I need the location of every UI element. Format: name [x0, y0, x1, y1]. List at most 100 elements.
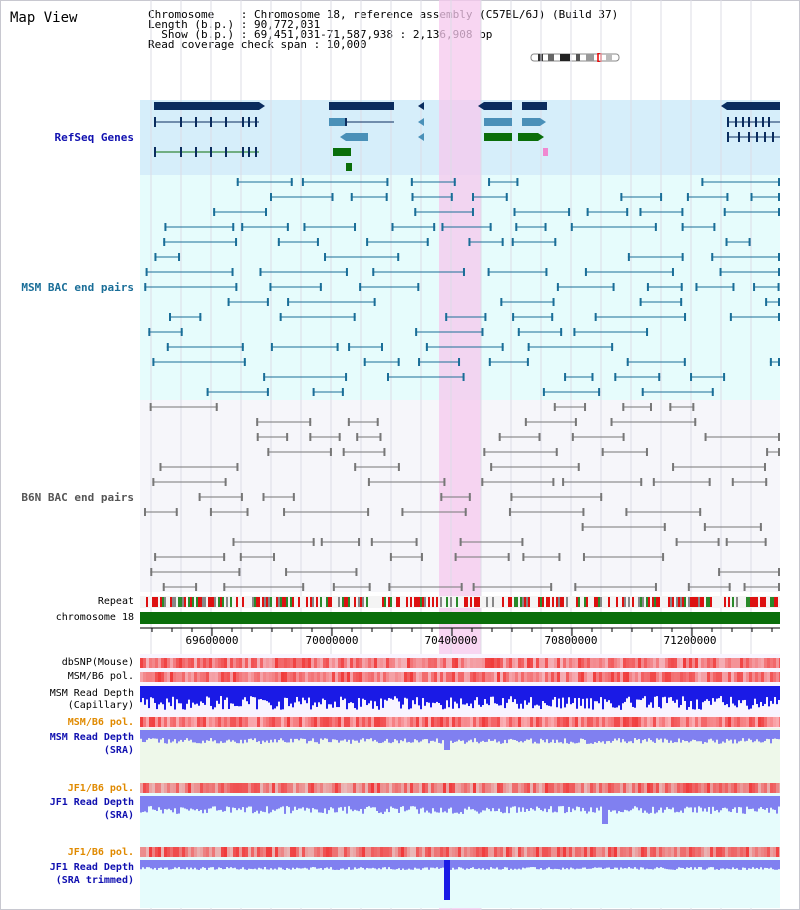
- gene-arrow: [478, 102, 484, 110]
- chromosome-bar[interactable]: [140, 612, 780, 624]
- msm-bac-pair-end: [777, 283, 780, 291]
- msm-bac-pair-end: [453, 178, 456, 186]
- msm-b6-pol2-track[interactable]: [140, 717, 780, 727]
- depth-bar: [566, 730, 568, 744]
- heat-cell: [194, 672, 197, 682]
- depth-bar: [346, 860, 348, 870]
- heat-cell: [329, 658, 332, 668]
- heat-cell: [536, 658, 539, 668]
- repeat-mark: [682, 597, 684, 607]
- heat-cell: [185, 658, 188, 668]
- depth-bar: [260, 730, 262, 744]
- jf1-b6-pol-track[interactable]: [140, 783, 780, 793]
- depth-bar: [746, 860, 748, 870]
- depth-bar: [466, 860, 468, 869]
- depth-bar: [366, 860, 368, 868]
- depth-bar: [400, 730, 402, 741]
- msm-depth-sra-track[interactable]: [140, 730, 780, 750]
- repeat-mark: [264, 597, 266, 607]
- depth-bar: [238, 796, 240, 809]
- heat-cell: [704, 658, 707, 668]
- repeat-mark: [284, 597, 286, 607]
- heat-cell: [254, 717, 257, 727]
- heat-cell: [581, 783, 584, 793]
- msm-bac-pair-end: [584, 268, 587, 276]
- depth-bar: [676, 730, 678, 743]
- depth-bar: [194, 730, 196, 743]
- heat-cell: [452, 847, 455, 857]
- heat-cell: [614, 658, 617, 668]
- heat-cell: [431, 847, 434, 857]
- heat-cell: [575, 783, 578, 793]
- msm-b6-pol2-label: MSM/B6 pol.: [67, 717, 134, 728]
- heat-cell: [194, 847, 197, 857]
- depth-bar: [300, 860, 302, 869]
- heat-cell: [395, 847, 398, 857]
- jf1-depth-trimmed-track[interactable]: [140, 860, 780, 904]
- depth-bar: [486, 860, 488, 869]
- depth-bar: [674, 796, 676, 813]
- heat-cell: [404, 717, 407, 727]
- depth-bar: [622, 796, 624, 813]
- jf1-depth-sra-track[interactable]: [140, 796, 780, 824]
- depth-bar: [282, 796, 284, 807]
- heat-cell: [203, 717, 206, 727]
- heat-cell: [356, 717, 359, 727]
- depth-bar: [446, 730, 448, 750]
- depth-bar: [756, 860, 758, 868]
- jf1-b6-pol2-track[interactable]: [140, 847, 780, 857]
- heat-cell: [344, 658, 347, 668]
- depth-bar: [596, 860, 598, 868]
- depth-bar: [304, 730, 306, 739]
- depth-bar: [324, 860, 326, 869]
- depth-bar: [266, 860, 268, 870]
- heat-cell: [317, 658, 320, 668]
- b6n-bac-pair-end: [454, 553, 457, 561]
- heat-cell: [356, 672, 359, 682]
- chromosome-ideogram[interactable]: [530, 53, 620, 62]
- heat-cell: [473, 658, 476, 668]
- depth-bar: [164, 860, 166, 868]
- msm-depth-capillary-track[interactable]: [140, 686, 780, 710]
- heat-cell: [548, 717, 551, 727]
- msm-bac-pair-end: [266, 388, 269, 396]
- depth-bar: [156, 796, 158, 812]
- msm-b6-pol-track[interactable]: [140, 672, 780, 682]
- heat-cell: [383, 658, 386, 668]
- msm-bac-label[interactable]: MSM BAC end pairs: [21, 281, 134, 294]
- msm-bac-pair-end: [681, 223, 684, 231]
- heat-cell: [671, 672, 674, 682]
- heat-cell: [461, 658, 464, 668]
- depth-bar: [228, 686, 230, 709]
- depth-bar: [564, 796, 566, 814]
- repeat-mark: [648, 597, 650, 607]
- repeat-track[interactable]: [140, 596, 780, 608]
- dbsnp-track[interactable]: [140, 658, 780, 668]
- refseq-genes-label[interactable]: RefSeq Genes: [54, 131, 134, 144]
- heat-cell: [572, 672, 575, 682]
- depth-bar: [670, 730, 672, 741]
- depth-bar: [298, 686, 300, 702]
- heat-cell: [677, 847, 680, 857]
- heat-cell: [671, 658, 674, 668]
- msm-bac-pair-end: [178, 253, 181, 261]
- depth-bar: [310, 860, 312, 868]
- heat-cell: [161, 717, 164, 727]
- depth-bar: [412, 860, 414, 870]
- b6n-bac-pair-end: [460, 583, 463, 591]
- heat-cell: [281, 717, 284, 727]
- depth-bar: [352, 860, 354, 870]
- b6n-bac-pair-end: [256, 433, 259, 441]
- b6n-bac-pair-end: [574, 418, 577, 426]
- heat-cell: [209, 783, 212, 793]
- depth-bar: [426, 686, 428, 703]
- depth-bar: [550, 730, 552, 743]
- depth-bar: [464, 796, 466, 809]
- heat-cell: [269, 672, 272, 682]
- b6n-bac-label[interactable]: B6N BAC end pairs: [21, 491, 134, 504]
- repeat-mark: [180, 597, 182, 607]
- heat-cell: [182, 658, 185, 668]
- feature-canvas[interactable]: [0, 0, 800, 600]
- depth-bar: [372, 730, 374, 742]
- heat-cell: [716, 717, 719, 727]
